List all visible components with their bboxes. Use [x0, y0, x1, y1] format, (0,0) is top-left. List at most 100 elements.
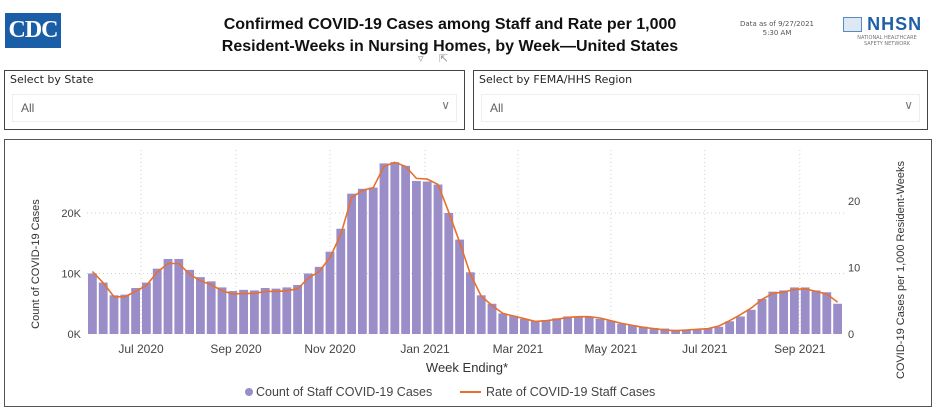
bar[interactable]: [325, 251, 335, 334]
bar[interactable]: [379, 163, 389, 334]
nhsn-logo: NHSN NATIONAL HEALTHCARE SAFETY NETWORK: [843, 14, 935, 47]
bar[interactable]: [304, 273, 313, 335]
bar[interactable]: [444, 213, 454, 334]
bar[interactable]: [358, 188, 367, 334]
bar[interactable]: [617, 323, 626, 334]
x-tick-label: Sep 2020: [210, 342, 262, 356]
bar[interactable]: [217, 287, 227, 334]
bar[interactable]: [725, 321, 734, 334]
bar[interactable]: [185, 269, 194, 334]
bar[interactable]: [530, 320, 540, 334]
bar[interactable]: [498, 313, 508, 334]
bar[interactable]: [271, 288, 281, 334]
legend: Count of Staff COVID-19 Cases Rate of CO…: [245, 385, 655, 399]
region-dropdown[interactable]: All ∨: [481, 94, 920, 122]
bar[interactable]: [120, 294, 130, 334]
bar[interactable]: [163, 258, 173, 334]
bar[interactable]: [574, 316, 583, 334]
filter-icon[interactable]: ▿: [418, 52, 424, 65]
bar[interactable]: [206, 281, 216, 334]
bar[interactable]: [487, 303, 497, 334]
bar[interactable]: [422, 181, 432, 334]
bar[interactable]: [649, 327, 659, 334]
bar[interactable]: [779, 290, 788, 334]
bar[interactable]: [595, 318, 605, 334]
bar[interactable]: [714, 326, 724, 334]
nhsn-subtitle-2: SAFETY NETWORK: [863, 41, 910, 47]
y2-tick-label: 0: [848, 329, 854, 341]
bar[interactable]: [293, 284, 302, 334]
state-dropdown[interactable]: All ∨: [12, 94, 457, 122]
bar[interactable]: [401, 165, 410, 334]
bar[interactable]: [606, 320, 616, 334]
region-dropdown-value: All: [490, 101, 504, 115]
x-tick-label: May 2021: [584, 342, 637, 356]
bar[interactable]: [476, 295, 486, 334]
bar[interactable]: [509, 315, 518, 334]
bar[interactable]: [466, 272, 475, 334]
chevron-down-icon: ∨: [904, 98, 913, 112]
bar[interactable]: [736, 316, 745, 334]
x-tick-label: Mar 2021: [493, 342, 544, 356]
bar[interactable]: [703, 328, 713, 334]
bar[interactable]: [541, 320, 551, 334]
bar[interactable]: [260, 288, 270, 334]
bar[interactable]: [228, 291, 238, 334]
x-tick-label: Jul 2020: [118, 342, 164, 356]
title-line-2: Resident-Weeks in Nursing Homes, by Week…: [221, 38, 679, 55]
bar[interactable]: [800, 287, 810, 334]
bar-series: [88, 162, 842, 334]
bar[interactable]: [628, 325, 637, 334]
bar[interactable]: [109, 295, 119, 334]
bar[interactable]: [152, 268, 162, 334]
bar[interactable]: [196, 277, 205, 334]
nhsn-subtitle-1: NATIONAL HEALTHCARE: [857, 35, 917, 41]
bar[interactable]: [250, 290, 259, 334]
x-tick-label: Sep 2021: [774, 342, 826, 356]
x-tick-label: Nov 2020: [304, 342, 356, 356]
bar[interactable]: [314, 266, 324, 334]
bar[interactable]: [552, 318, 562, 334]
y-axis-ticks: 0K 10K 20K: [61, 208, 81, 341]
bar[interactable]: [131, 288, 140, 334]
bar[interactable]: [390, 162, 400, 334]
as-of-date: Data as of 9/27/2021: [740, 20, 814, 28]
bar[interactable]: [768, 291, 778, 334]
bar[interactable]: [520, 318, 529, 334]
visual-header-icons: ▿ ⇱: [418, 52, 448, 65]
region-slicer-label: Select by FEMA/HHS Region: [479, 73, 633, 86]
bar[interactable]: [455, 239, 464, 334]
bar[interactable]: [563, 316, 572, 334]
bar[interactable]: [638, 326, 648, 334]
y-tick-label: 10K: [61, 269, 81, 281]
bar[interactable]: [174, 258, 184, 334]
bar[interactable]: [142, 282, 151, 334]
bar[interactable]: [347, 193, 356, 334]
legend-item-count[interactable]: Count of Staff COVID-19 Cases: [256, 385, 432, 399]
focus-mode-icon[interactable]: ⇱: [439, 52, 449, 65]
bar[interactable]: [660, 328, 670, 334]
bar[interactable]: [682, 329, 691, 334]
chart-container: 0K 10K 20K 0 10 20 Jul 2020 Sep 2020 Nov 2020 J…: [4, 139, 932, 407]
legend-item-rate[interactable]: Rate of COVID-19 Staff Cases: [486, 385, 655, 399]
bar[interactable]: [336, 228, 346, 334]
bar[interactable]: [88, 273, 97, 335]
x-axis-label: Week Ending*: [426, 360, 508, 375]
bar[interactable]: [671, 329, 680, 334]
bar[interactable]: [746, 309, 756, 334]
bar[interactable]: [433, 184, 443, 334]
y-tick-label: 0K: [68, 329, 82, 341]
bar[interactable]: [98, 282, 108, 334]
bar[interactable]: [811, 290, 821, 334]
bar[interactable]: [239, 289, 248, 334]
bar[interactable]: [282, 287, 292, 334]
bar[interactable]: [412, 180, 421, 334]
bar[interactable]: [833, 303, 842, 334]
bar[interactable]: [584, 317, 594, 334]
bar[interactable]: [368, 187, 378, 334]
bar[interactable]: [757, 298, 767, 334]
bar[interactable]: [692, 329, 702, 334]
bar[interactable]: [790, 287, 799, 334]
bar[interactable]: [822, 292, 832, 334]
y2-tick-label: 20: [848, 196, 860, 208]
